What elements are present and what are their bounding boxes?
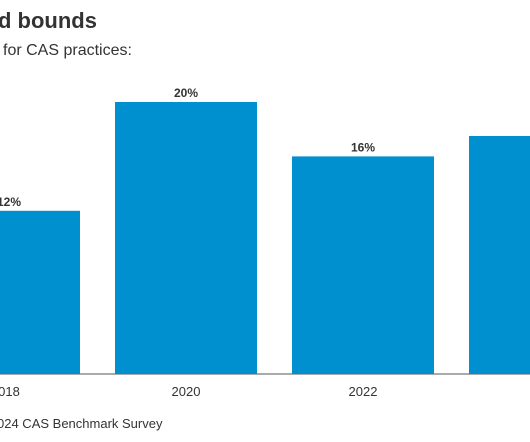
bar-2020 xyxy=(115,102,257,374)
x-tick-label-2018: 018 xyxy=(0,384,20,399)
bar-2022 xyxy=(292,156,434,374)
x-tick-label-2020: 2020 xyxy=(172,384,201,399)
bar-2024 xyxy=(469,136,530,374)
data-label-2022: 16% xyxy=(351,140,375,154)
bar-2018 xyxy=(0,210,80,374)
data-label-2018: 12% xyxy=(0,195,21,209)
x-tick-label-2022: 2022 xyxy=(349,384,378,399)
chart-subtitle: for CAS practices: xyxy=(3,42,132,59)
chart-title: d bounds xyxy=(0,8,97,33)
data-label-2020: 20% xyxy=(174,86,198,100)
source-note: 024 CAS Benchmark Survey xyxy=(0,416,163,431)
